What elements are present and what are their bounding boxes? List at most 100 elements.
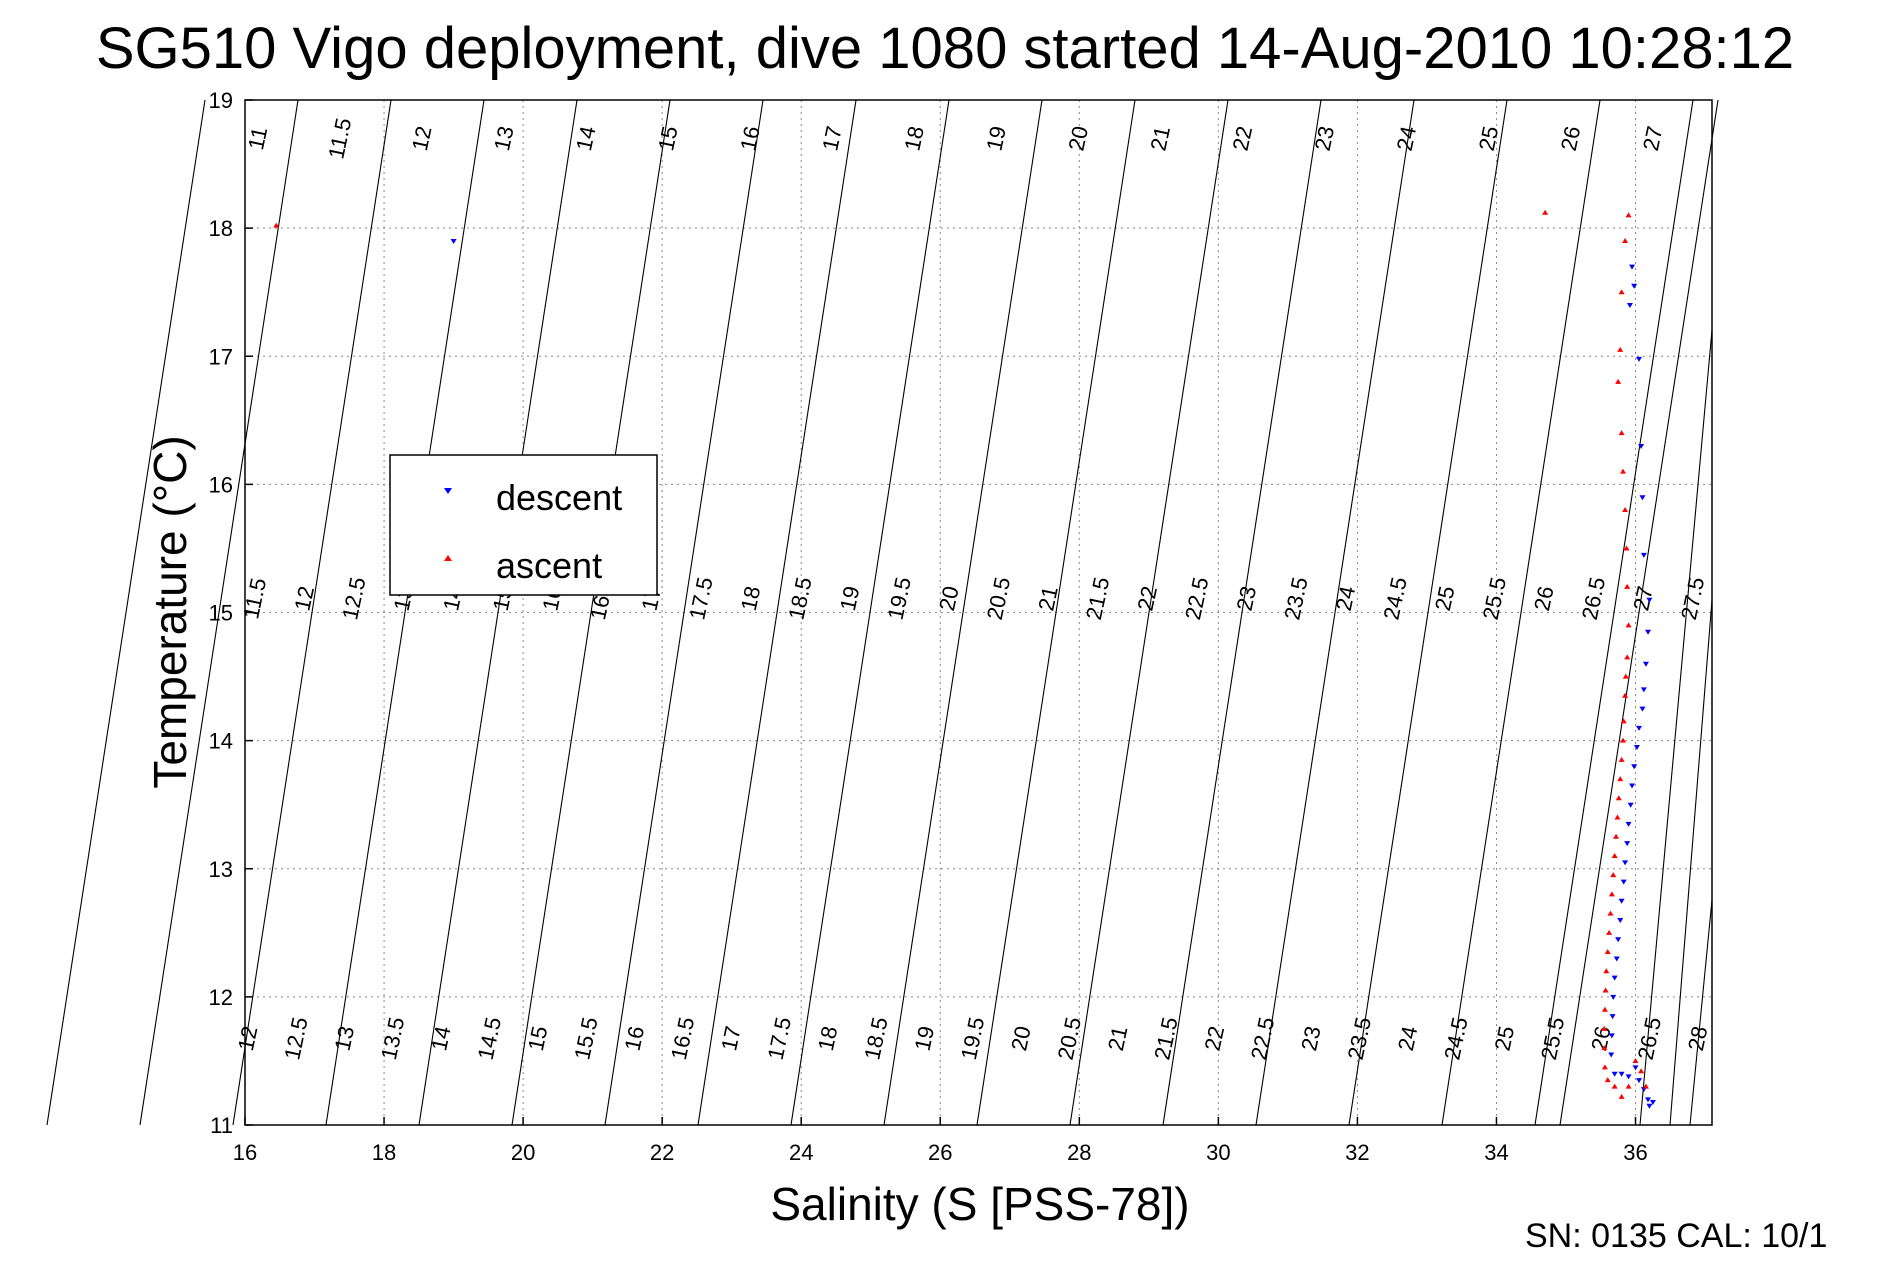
- ascent-point: [1611, 852, 1618, 858]
- descent-point: [1633, 745, 1640, 751]
- ascent-point: [1618, 1093, 1625, 1099]
- y-tick-label: 14: [209, 729, 233, 754]
- x-tick-label: 18: [372, 1140, 396, 1165]
- descent-point: [1620, 879, 1627, 885]
- descent-point: [1608, 1033, 1615, 1039]
- isopycnal-label: 18: [899, 124, 929, 153]
- ascent-point: [1615, 795, 1622, 801]
- descent-point: [1646, 597, 1653, 603]
- ascent-point: [1620, 718, 1627, 724]
- isopycnal-label: 12.5: [337, 575, 370, 622]
- isopycnal-label: 26.5: [1577, 575, 1610, 622]
- descent-point: [1626, 303, 1633, 308]
- descent-point: [1649, 1099, 1656, 1105]
- descent-point: [1615, 937, 1622, 943]
- isopycnal-line: [511, 99, 671, 1126]
- isopycnal-label: 19: [835, 584, 865, 613]
- isopycnal-label: 25: [1474, 124, 1504, 153]
- ascent-point: [1608, 891, 1615, 897]
- y-tick-label: 19: [209, 88, 233, 113]
- isopycnal-label: 21.5: [1149, 1015, 1182, 1062]
- ascent-point: [1614, 814, 1621, 820]
- isopycnal-label: 19.5: [956, 1015, 989, 1062]
- isopycnal-label: 27: [1628, 584, 1658, 613]
- ascent-point: [1642, 1083, 1649, 1089]
- descent-point: [1635, 725, 1642, 731]
- serial-cal-note: SN: 0135 CAL: 10/1: [1525, 1217, 1827, 1255]
- legend: descent ascent: [389, 454, 658, 596]
- isopycnal-label: 27.5: [1676, 575, 1709, 622]
- isopycnal-label: 21: [1103, 1024, 1133, 1053]
- ascent-point: [1601, 1045, 1608, 1051]
- descent-point: [1622, 860, 1629, 866]
- isopycnal-label: 25: [1490, 1024, 1520, 1053]
- isopycnal-line: [1441, 99, 1601, 1126]
- ascent-point: [1617, 346, 1624, 352]
- isopycnal-label: 13.5: [376, 1015, 409, 1062]
- isopycnal-label: 23.5: [1343, 1015, 1376, 1062]
- isopycnal-label: 23: [1232, 584, 1262, 613]
- ascent-point: [1622, 237, 1629, 243]
- isopycnal-label: 27: [1638, 124, 1668, 153]
- descent-point: [1645, 1097, 1652, 1103]
- isopycnal-lines: [46, 99, 1719, 1126]
- isopycnal-label: 24: [1331, 584, 1361, 613]
- ascent-point: [1542, 209, 1549, 215]
- ascent-point: [1610, 872, 1617, 878]
- isopycnal-label: 22: [1228, 124, 1258, 153]
- x-tick-label: 22: [650, 1140, 674, 1165]
- isopycnal-label: 17: [817, 124, 847, 153]
- isopycnal-label: 26: [1586, 1024, 1616, 1053]
- isopycnal-line: [1669, 599, 1713, 1126]
- ascent-point: [273, 222, 280, 228]
- descent-point: [1645, 629, 1652, 635]
- isopycnal-label: 14: [571, 124, 601, 153]
- descent-point: [1611, 1071, 1618, 1077]
- isopycnal-label: 16: [735, 124, 765, 153]
- descent-point: [1625, 1074, 1632, 1080]
- isopycnal-label: 11.5: [238, 576, 271, 621]
- isopycnal-label: 25.5: [1478, 575, 1511, 622]
- x-tick-label: 28: [1067, 1140, 1091, 1165]
- isopycnal-label: 18.5: [783, 575, 816, 622]
- isopycnal-line: [139, 99, 299, 1126]
- isopycnal-label: 20.5: [982, 575, 1015, 622]
- isopycnal-label: 14: [426, 1024, 456, 1053]
- x-tick-label: 24: [789, 1140, 813, 1165]
- ascent-point: [1632, 1057, 1639, 1063]
- descent-point: [1642, 661, 1649, 667]
- descent-point: [1631, 764, 1638, 770]
- isopycnal-line: [1255, 99, 1415, 1126]
- isopycnal-line: [232, 99, 392, 1126]
- y-axis-ticks: 11 12 13 14 15 16 17 18 19: [209, 88, 253, 1138]
- x-tick-label: 36: [1623, 1140, 1647, 1165]
- isopycnal-label: 13: [489, 124, 519, 153]
- ascent-point: [1618, 756, 1625, 762]
- ascent-point: [1618, 430, 1625, 436]
- isopycnal-label: 24: [1392, 124, 1422, 153]
- y-axis-label: Temperature (°C): [144, 435, 196, 788]
- isopycnal-label: 23.5: [1279, 575, 1312, 622]
- isopycnal-label: 19: [981, 124, 1011, 153]
- y-tick-label: 11: [210, 1113, 233, 1138]
- descent-point: [1613, 956, 1620, 962]
- isopycnal-label: 24.5: [1378, 575, 1411, 622]
- legend-ascent-label: ascent: [496, 545, 602, 586]
- isopycnal-label: 18.5: [859, 1015, 892, 1062]
- isopycnal-label: 21: [1145, 124, 1175, 153]
- isopycnal-label: 23: [1296, 1024, 1326, 1053]
- isopycnal-label: 20: [1006, 1024, 1036, 1053]
- isopycnal-label: 17: [716, 1024, 746, 1053]
- ascent-point: [1625, 212, 1632, 218]
- isopycnal-label: 24: [1393, 1024, 1423, 1053]
- ascent-point: [1625, 622, 1632, 628]
- legend-ascent-marker: [444, 555, 452, 561]
- y-tick-label: 16: [209, 472, 233, 497]
- isopycnal-label: 28: [1683, 1024, 1713, 1053]
- isopycnal-label: 20: [1063, 124, 1093, 153]
- descent-point: [1610, 994, 1617, 1000]
- descent-point: [1635, 356, 1642, 362]
- x-axis-ticks: 16 18 20 22 24 26 28 30 32 34 36: [233, 1117, 1648, 1165]
- ascent-point: [1606, 929, 1613, 935]
